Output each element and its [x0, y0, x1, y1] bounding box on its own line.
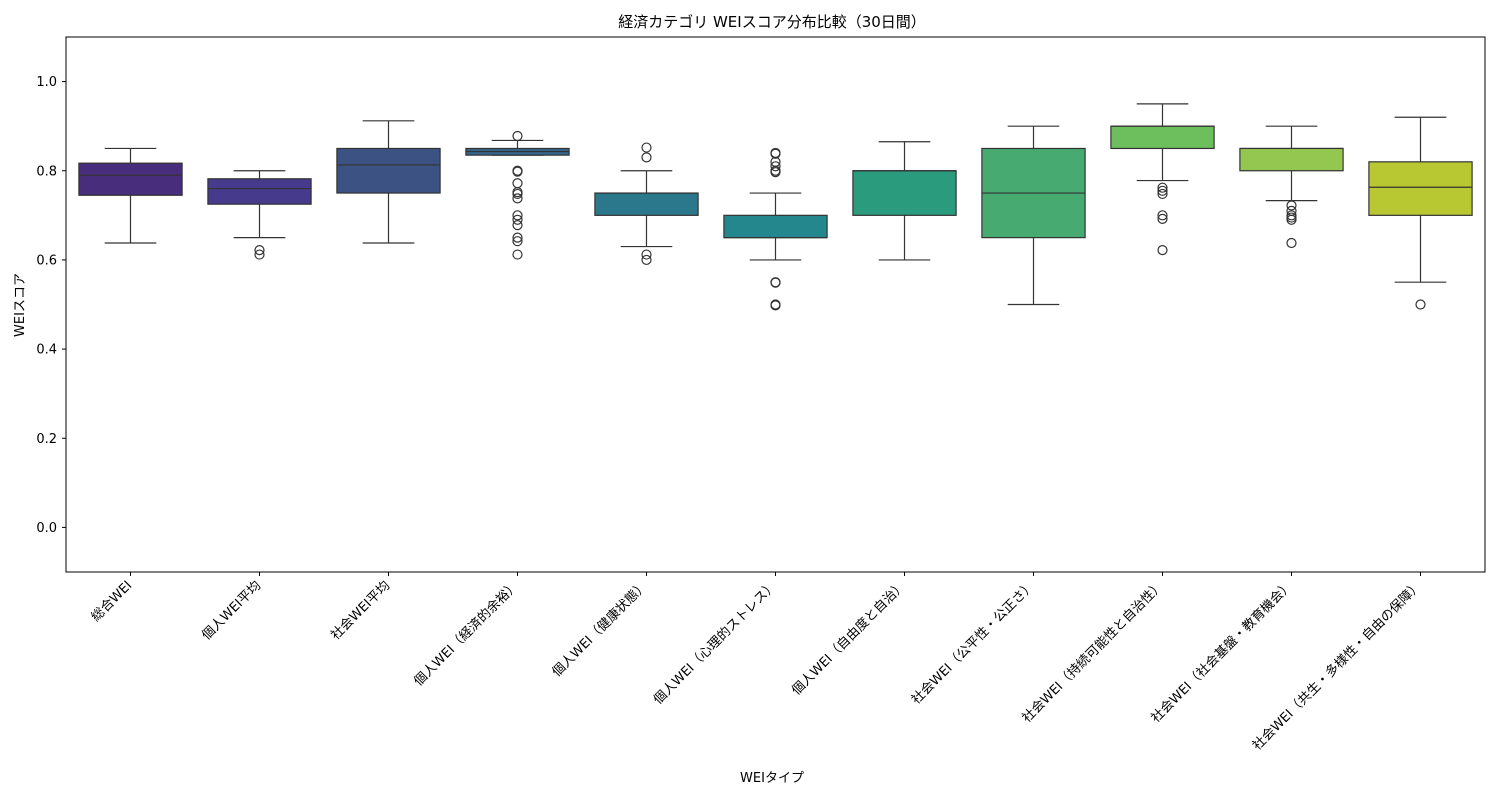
iqr-box: [1110, 125, 1215, 150]
iqr-box: [594, 192, 699, 216]
outlier-point: [1415, 299, 1426, 310]
outlier-point: [1157, 188, 1168, 200]
outlier-point: [641, 142, 652, 153]
x-tick-label: 総合WEI: [89, 578, 136, 625]
chart-title: 経済カテゴリ WEIスコア分布比較（30日間）: [618, 13, 926, 31]
y-axis-label: WEIスコア: [13, 273, 28, 337]
x-tick-label: 社会WEI（持続可能性と自治性）: [1019, 578, 1167, 726]
outlier-point: [512, 130, 523, 142]
outlier-point: [641, 152, 652, 163]
outlier-point: [512, 214, 523, 225]
box-11: [1368, 116, 1473, 310]
y-tick-label: 1.0: [36, 75, 57, 90]
box-4: [465, 130, 570, 260]
outlier-point: [770, 166, 781, 178]
outlier-point: [512, 193, 523, 204]
x-tick-label: 個人WEI（経済的余裕）: [411, 578, 523, 690]
y-axis: 0.0 0.2 0.4 0.6 0.8 1.0: [36, 75, 66, 536]
outlier-point: [512, 178, 523, 189]
outlier-point: [1286, 200, 1297, 211]
outlier-point: [770, 148, 781, 159]
plot-area-frame: [65, 36, 1486, 573]
x-tick-label: 個人WEI（自由度と自治）: [788, 578, 909, 699]
x-tick-label: 個人WEI（健康状態）: [549, 578, 651, 680]
box-6: [723, 147, 828, 311]
box-10: [1239, 125, 1344, 249]
outlier-point: [1286, 214, 1297, 225]
box-9: [1110, 103, 1215, 256]
outlier-point: [254, 245, 265, 256]
outlier-point: [512, 232, 523, 243]
x-tick-label: 社会WEI平均: [328, 578, 394, 644]
iqr-box: [723, 214, 828, 239]
iqr-box: [78, 162, 183, 196]
iqr-box: [1239, 147, 1344, 172]
y-tick-label: 0.4: [36, 343, 57, 358]
y-tick-label: 0.6: [36, 253, 57, 268]
box-1: [78, 147, 183, 244]
iqr-box: [336, 147, 441, 194]
outlier-point: [770, 161, 781, 172]
x-tick-label: 社会WEI（公平性・公正さ）: [908, 578, 1038, 708]
y-tick-label: 0.0: [36, 521, 57, 536]
iqr-box: [207, 178, 312, 205]
outlier-point: [512, 210, 523, 221]
outlier-point: [512, 220, 523, 231]
outlier-point: [770, 277, 781, 288]
x-tick-label: 個人WEI（心理的ストレス）: [650, 578, 780, 708]
box-2: [207, 170, 312, 260]
box-3: [336, 120, 441, 244]
outlier-point: [512, 236, 523, 247]
outlier-point: [512, 249, 523, 260]
box-series: [78, 103, 1473, 311]
outlier-point: [1157, 213, 1168, 224]
outlier-point: [1157, 210, 1168, 221]
y-tick-label: 0.8: [36, 164, 57, 179]
outlier-point: [1157, 182, 1168, 193]
outlier-point: [641, 254, 652, 266]
x-tick-label: 社会WEI（社会基盤・教育機会）: [1148, 578, 1296, 726]
outlier-point: [1157, 185, 1168, 196]
iqr-box: [1368, 161, 1473, 216]
outlier-point: [1157, 245, 1168, 256]
box-8: [981, 125, 1086, 306]
x-axis-label: WEIタイプ: [740, 771, 804, 786]
iqr-box: [852, 170, 957, 216]
outlier-point: [512, 166, 523, 177]
outlier-point: [1286, 212, 1297, 223]
outlier-point: [1286, 237, 1297, 249]
outlier-point: [512, 188, 523, 200]
box-7: [852, 141, 957, 261]
x-axis: 総合WEI 個人WEI平均 社会WEI平均 個人WEI（経済的余裕） 個人WEI（健康状…: [89, 572, 1425, 754]
outlier-point: [254, 249, 265, 260]
box-5: [594, 142, 699, 266]
x-tick-label: 個人WEI平均: [199, 578, 264, 643]
y-tick-label: 0.2: [36, 432, 57, 447]
outlier-point: [770, 300, 781, 311]
outlier-point: [641, 249, 652, 260]
